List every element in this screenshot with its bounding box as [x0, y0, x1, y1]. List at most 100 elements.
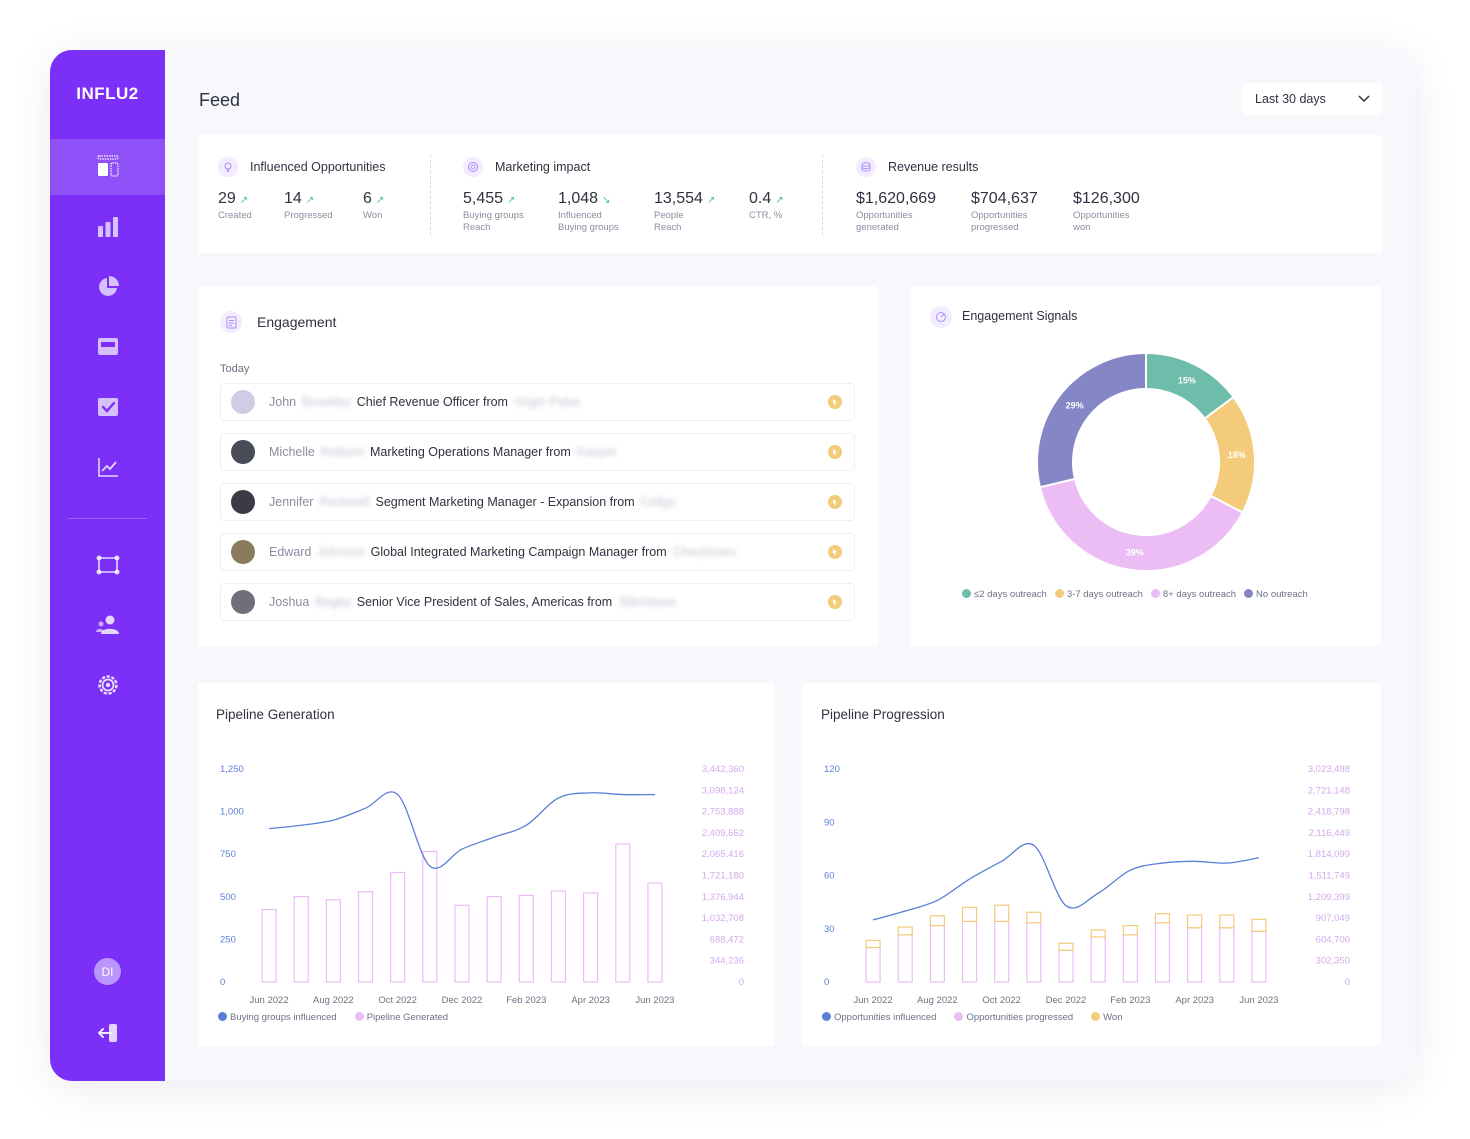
- donut-slice[interactable]: [1038, 477, 1244, 572]
- kpi-divider: [430, 155, 431, 235]
- nav-reports[interactable]: [50, 199, 165, 255]
- engagement-row[interactable]: Edward Johnson Global Integrated Marketi…: [220, 533, 855, 571]
- y-axis-right-tick: 2,409,652: [702, 828, 744, 839]
- legend-item: Opportunities influenced: [822, 1012, 936, 1023]
- legend-item: Buying groups influenced: [218, 1012, 337, 1023]
- engagement-row[interactable]: John Brookley Chief Revenue Officer from…: [220, 383, 855, 421]
- x-axis-tick: Feb 2023: [1110, 995, 1150, 1006]
- line-opportunities-influenced[interactable]: [872, 843, 1260, 921]
- pointer-icon: [828, 445, 842, 459]
- bar-won[interactable]: [865, 939, 881, 949]
- x-axis-tick: Feb 2023: [506, 995, 546, 1006]
- legend-item: Pipeline Generated: [354, 1012, 448, 1023]
- donut-slice[interactable]: [1036, 351, 1147, 489]
- bar-pipeline-generated[interactable]: [518, 894, 534, 983]
- x-axis-tick: Jun 2023: [635, 995, 674, 1006]
- bar-pipeline-generated[interactable]: [357, 891, 374, 983]
- bar-pipeline-generated[interactable]: [615, 843, 631, 983]
- bar-opportunities-progressed[interactable]: [1090, 936, 1106, 983]
- bar-opportunities-progressed[interactable]: [1122, 934, 1138, 983]
- nav-logout[interactable]: [50, 1005, 165, 1061]
- y-axis-left-tick: 120: [824, 764, 840, 775]
- bar-opportunities-progressed[interactable]: [1251, 930, 1267, 983]
- kpi-group-header: Influenced Opportunities: [218, 157, 386, 177]
- legend-item: No outreach: [1244, 589, 1308, 600]
- bar-pipeline-generated[interactable]: [325, 899, 341, 983]
- legend-item: Won: [1091, 1012, 1123, 1023]
- bar-won[interactable]: [1251, 918, 1267, 932]
- date-range-select[interactable]: Last 30 days: [1242, 83, 1383, 115]
- bar-pipeline-generated[interactable]: [422, 850, 438, 983]
- bar-pipeline-generated[interactable]: [647, 882, 663, 983]
- line-buying-groups-influenced[interactable]: [269, 791, 655, 869]
- bar-opportunities-progressed[interactable]: [1154, 922, 1171, 983]
- contact-company: Checkmarx: [672, 545, 736, 559]
- nav-campaigns[interactable]: [50, 319, 165, 375]
- nav-analytics[interactable]: [50, 259, 165, 315]
- contact-company: Cellgo: [640, 495, 677, 509]
- bar-opportunities-progressed[interactable]: [994, 920, 1010, 983]
- bar-won[interactable]: [1090, 929, 1106, 938]
- kpi-label: progressed: [971, 222, 1019, 233]
- bar-opportunities-progressed[interactable]: [1058, 949, 1074, 983]
- bar-opportunities-progressed[interactable]: [961, 920, 978, 983]
- nav-users[interactable]: [50, 597, 165, 653]
- bar-opportunities-progressed[interactable]: [865, 946, 881, 983]
- bar-pipeline-generated[interactable]: [390, 871, 406, 983]
- nav-trends[interactable]: [50, 439, 165, 495]
- pipeline-progression-chart: 0 30 60 90 120 0 302,350 604,700 907,049 1,209,39…: [824, 764, 1350, 1006]
- bar-won[interactable]: [929, 915, 945, 927]
- nav-tasks[interactable]: [50, 379, 165, 435]
- bar-won[interactable]: [1219, 914, 1235, 929]
- engagement-row[interactable]: Michelle Robson Marketing Operations Man…: [220, 433, 855, 471]
- sidebar: INFLU2: [50, 50, 165, 1081]
- y-axis-right-tick: 1,032,708: [702, 913, 744, 924]
- engagement-row[interactable]: Jennifer Rockwell Segment Marketing Mana…: [220, 483, 855, 521]
- x-axis-tick: Aug 2022: [917, 995, 958, 1006]
- bar-pipeline-generated[interactable]: [583, 892, 599, 983]
- bar-opportunities-progressed[interactable]: [1026, 922, 1042, 983]
- bar-won[interactable]: [1122, 925, 1138, 936]
- x-axis-tick: Dec 2022: [1046, 995, 1087, 1006]
- contact-first-name: Edward: [269, 545, 312, 559]
- y-axis-left-tick: 30: [824, 924, 835, 935]
- user-avatar[interactable]: DI: [94, 958, 121, 985]
- bar-won[interactable]: [961, 906, 978, 923]
- bar-won[interactable]: [1154, 913, 1171, 924]
- workflow-icon: [96, 555, 119, 575]
- kpi-label: Created: [218, 210, 252, 221]
- y-axis-left-tick: 60: [824, 871, 835, 882]
- bar-pipeline-generated[interactable]: [550, 890, 567, 983]
- bar-pipeline-generated[interactable]: [454, 904, 470, 983]
- bar-won[interactable]: [994, 904, 1010, 923]
- nav-workflows[interactable]: [50, 537, 165, 593]
- kpi-group-marketing: Marketing impact 5,455 ↗ Buying groups Re…: [463, 135, 823, 253]
- kpi-buying-groups-reach: 5,455 ↗ Buying groups Reach: [463, 190, 524, 234]
- bar-won[interactable]: [1187, 914, 1203, 929]
- bar-pipeline-generated[interactable]: [261, 909, 277, 983]
- screen-icon: [97, 338, 118, 355]
- pie-chart-icon: [98, 276, 119, 296]
- kpi-label: Reach: [654, 222, 682, 233]
- bar-won[interactable]: [897, 926, 913, 936]
- y-axis-left-tick: 0: [824, 977, 829, 988]
- bar-won[interactable]: [1058, 942, 1074, 951]
- bar-pipeline-generated[interactable]: [486, 896, 502, 983]
- trend-down-icon: ↘: [602, 195, 611, 206]
- kpi-label: People: [654, 210, 684, 221]
- bar-opportunities-progressed[interactable]: [1187, 927, 1203, 983]
- bar-opportunities-progressed[interactable]: [897, 934, 913, 983]
- app-window: INFLU2: [50, 50, 1415, 1081]
- engagement-row[interactable]: Joshua Bagby Senior Vice President of Sa…: [220, 583, 855, 621]
- nav-settings[interactable]: [50, 657, 165, 713]
- contact-last-name: Brookley: [302, 395, 351, 409]
- bar-opportunities-progressed[interactable]: [1219, 927, 1235, 983]
- bar-opportunities-progressed[interactable]: [929, 925, 945, 983]
- kpi-value: 6: [363, 190, 372, 207]
- bar-pipeline-generated[interactable]: [293, 896, 309, 983]
- legend-item: ≤2 days outreach: [962, 589, 1047, 600]
- nav-dashboard[interactable]: [50, 139, 165, 195]
- bar-won[interactable]: [1026, 911, 1042, 924]
- kpi-value: 14: [284, 190, 302, 207]
- x-axis-tick: Oct 2022: [982, 995, 1021, 1006]
